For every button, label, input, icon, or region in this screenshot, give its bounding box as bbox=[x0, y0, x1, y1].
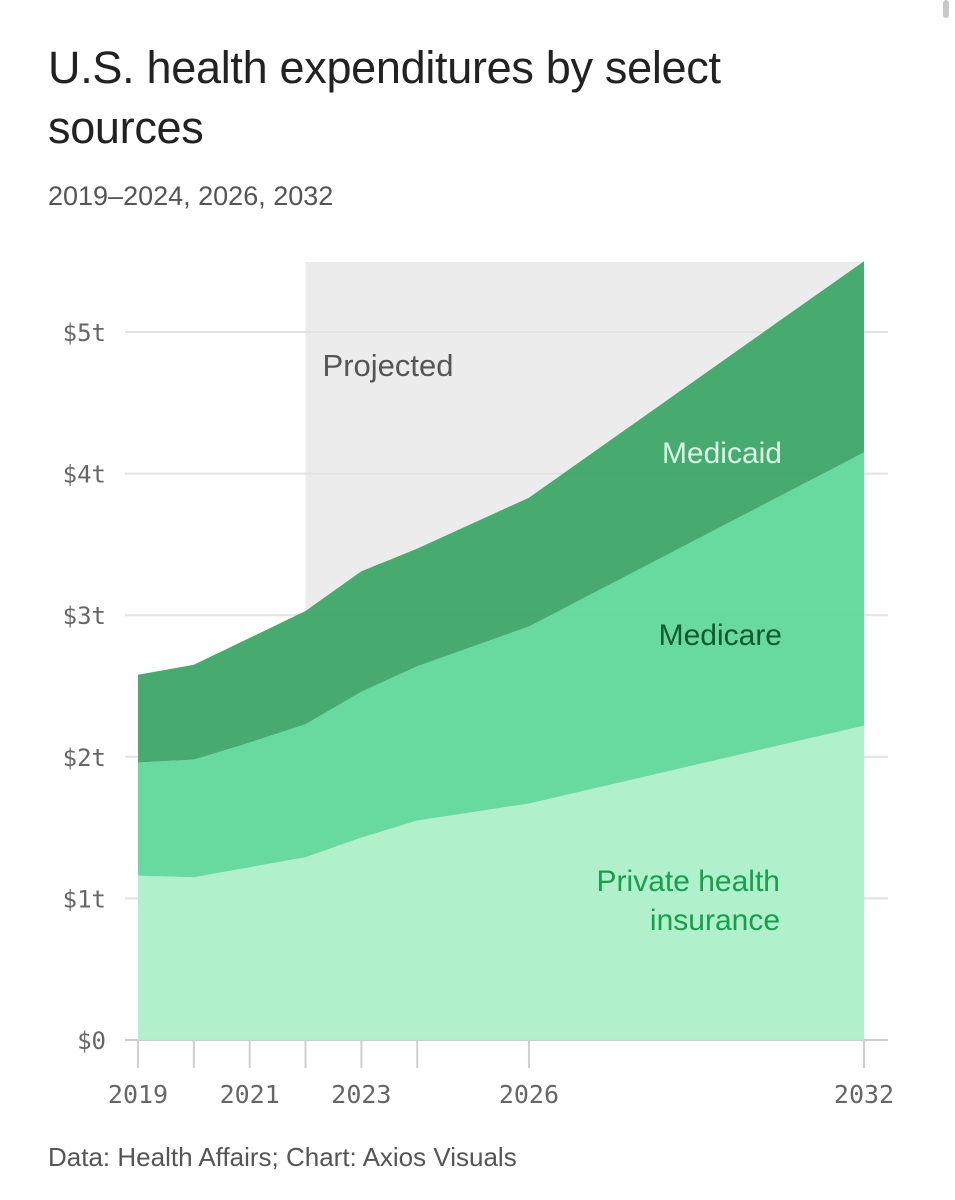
x-tick-label: 2021 bbox=[220, 1080, 280, 1109]
y-tick-label: $5t bbox=[63, 319, 106, 347]
series-label-medicare: Medicare bbox=[659, 619, 782, 652]
area-chart: $0 $1t $2t $3t $4t $5t 2019 2021 2023 2026 2032 Pr… bbox=[63, 261, 894, 1109]
x-tick-label: 2032 bbox=[834, 1080, 894, 1109]
projected-label: Projected bbox=[323, 348, 454, 383]
y-tick-label: $4t bbox=[63, 461, 106, 489]
y-tick-label: $2t bbox=[63, 744, 106, 772]
area-private-health-insurance bbox=[138, 725, 864, 1040]
series-label-line: insurance bbox=[650, 904, 780, 937]
area-medicaid bbox=[138, 261, 864, 763]
chart-title: U.S. health expenditures by select sourc… bbox=[48, 42, 721, 153]
x-tick-label: 2019 bbox=[108, 1080, 168, 1109]
series-label-medicaid: Medicaid bbox=[662, 437, 782, 470]
y-tick-label: $1t bbox=[63, 885, 106, 913]
series-label-line: Private health bbox=[597, 865, 780, 898]
scrollbar[interactable] bbox=[943, 0, 949, 18]
series-label-private-health-insurance: Private health insurance bbox=[597, 865, 780, 937]
chart-source: Data: Health Affairs; Chart: Axios Visua… bbox=[48, 1142, 517, 1172]
y-tick-label: $3t bbox=[63, 602, 106, 630]
x-tick-label: 2026 bbox=[499, 1080, 559, 1109]
chart-subtitle: 2019–2024, 2026, 2032 bbox=[48, 181, 334, 211]
series-label-line: Medicaid bbox=[662, 437, 782, 470]
x-tick-label: 2023 bbox=[331, 1080, 391, 1109]
area-medicare bbox=[138, 452, 864, 878]
y-tick-label: $0 bbox=[77, 1027, 106, 1055]
series-label-line: Medicare bbox=[659, 619, 782, 652]
